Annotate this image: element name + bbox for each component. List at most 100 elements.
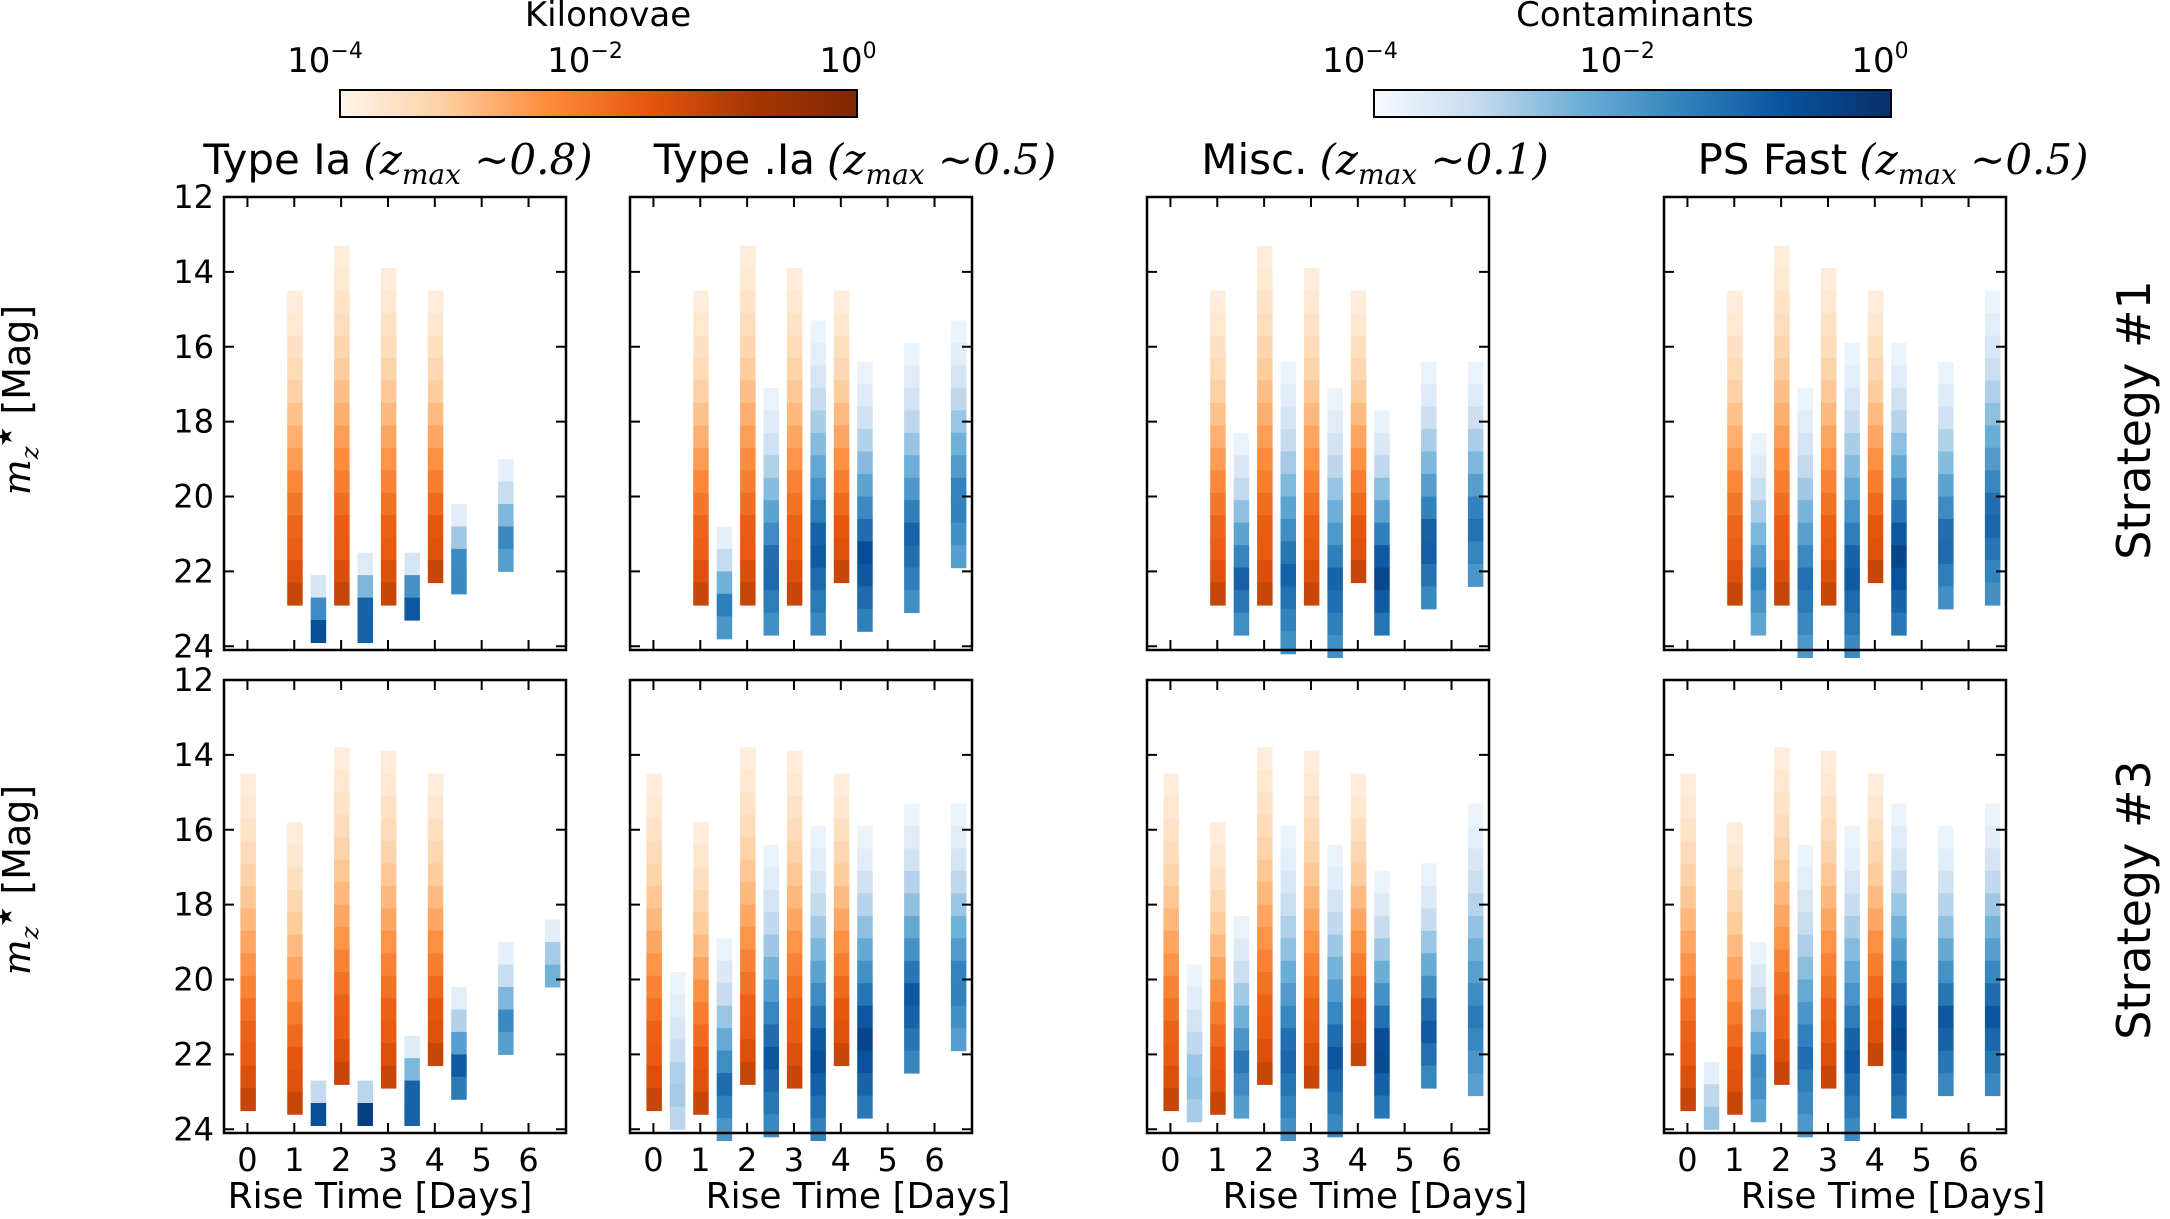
ct-bin-p7-c1-b2 <box>1750 987 1767 1010</box>
ct-bin-p7-c3-b0 <box>1844 826 1860 849</box>
ct-bin-p7-c2-b7 <box>1797 1002 1813 1025</box>
kn-bin-p1-c2-b3 <box>786 335 803 359</box>
kn-bin-p7-c0-b3 <box>1680 841 1696 864</box>
xtick-label-6-4: 4 <box>1348 1141 1368 1179</box>
kn-bin-p4-c4-b6 <box>427 908 444 932</box>
kn-bin-p7-c4-b10 <box>1867 998 1884 1022</box>
panel-r1-c2 <box>628 195 974 652</box>
kn-bin-p7-c2-b10 <box>1774 972 1790 995</box>
ct-bin-p1-c3-b2 <box>857 406 873 430</box>
kn-bin-p6-c3-b7 <box>1303 908 1320 932</box>
ct-bin-p5-c3-b1 <box>810 848 826 872</box>
panel-title-type-ia: Type Ia (zmax ~0.8) <box>202 135 592 191</box>
kn-bin-p6-c1-b9 <box>1210 1024 1226 1048</box>
kn-bin-p7-c0-b14 <box>1680 1088 1696 1112</box>
ct-bin-p6-c1-b0 <box>1233 915 1250 939</box>
kn-bin-p5-c0-b14 <box>646 1088 662 1112</box>
ct-bin-p2-c3-b0 <box>1374 410 1390 434</box>
ct-bin-p1-c3-b11 <box>857 608 873 632</box>
kn-bin-p3-c1-b5 <box>1774 358 1790 381</box>
ct-bin-p7-c6-b6 <box>1984 938 2001 962</box>
kn-bin-p1-c1-b7 <box>740 402 756 426</box>
kn-bin-p3-c2-b10 <box>1820 492 1837 516</box>
kn-bin-p4-c2-b5 <box>334 859 350 883</box>
kn-bin-p3-c1-b11 <box>1774 492 1790 516</box>
kn-bin-p1-c1-b9 <box>740 447 756 471</box>
ct-bin-p5-c6-b5 <box>950 915 967 939</box>
ct-bin-p2-c3-b9 <box>1374 612 1390 636</box>
ct-bin-p5-c2-b10 <box>763 1069 779 1093</box>
kn-bin-p5-c2-b0 <box>740 747 756 771</box>
ct-bin-p1-c2-b4 <box>810 410 826 434</box>
ytick-label-0-0: 12 <box>173 178 214 216</box>
kn-bin-p2-c1-b15 <box>1257 582 1273 606</box>
ct-bin-p2-c0-b1 <box>1233 455 1250 479</box>
kn-bin-p7-c1-b4 <box>1727 912 1743 936</box>
kn-bin-p4-c4-b12 <box>427 1043 444 1067</box>
kn-bin-p7-c1-b8 <box>1727 1002 1743 1025</box>
kn-bin-p0-c2-b4 <box>380 358 397 381</box>
kn-bin-p5-c3-b14 <box>786 1065 803 1089</box>
kn-bin-p6-c4-b0 <box>1350 773 1367 797</box>
ct-bin-p1-c0-b0 <box>716 526 733 550</box>
ct-bin-p5-c5-b7 <box>904 960 920 984</box>
xtick-label-6-6: 6 <box>1441 1141 1461 1179</box>
ct-bin-p6-c5-b8 <box>1421 1043 1437 1067</box>
kn-bin-p5-c4-b5 <box>833 885 850 909</box>
kn-bin-p6-c4-b5 <box>1350 885 1367 909</box>
ct-bin-p6-c6-b7 <box>1467 960 1484 984</box>
ct-bin-p6-c4-b8 <box>1374 1050 1390 1074</box>
ct-bin-p5-c6-b2 <box>950 848 967 872</box>
ct-bin-p7-c6-b2 <box>1984 848 2001 872</box>
kn-bin-p5-c3-b4 <box>786 841 803 864</box>
kn-bin-p1-c1-b15 <box>740 582 756 606</box>
cb-kn-tick-1: 10−2 <box>547 39 623 81</box>
ct-bin-p2-c4-b6 <box>1421 496 1437 520</box>
ct-bin-p3-c5-b5 <box>1984 402 2001 426</box>
kn-bin-p3-c2-b11 <box>1820 515 1837 539</box>
kn-bin-p6-c3-b0 <box>1303 751 1320 775</box>
ct-bin-p1-c2-b11 <box>810 567 826 591</box>
ct-bin-p6-c0-b3 <box>1186 1031 1203 1055</box>
ct-bin-p6-c3-b12 <box>1327 1114 1343 1138</box>
ct-bin-p3-c5-b2 <box>1984 335 2001 359</box>
ct-bin-p3-c3-b3 <box>1891 410 1907 434</box>
kn-bin-p4-c2-b1 <box>334 769 350 793</box>
kn-bin-p5-c4-b4 <box>833 863 850 887</box>
kn-bin-p5-c0-b13 <box>646 1065 662 1089</box>
panel-titles: Type Ia (zmax ~0.8) Type .Ia (zmax ~0.5) M… <box>202 135 2088 191</box>
ct-bin-p6-c2-b9 <box>1280 1028 1296 1052</box>
kn-bin-p5-c0-b7 <box>646 930 662 954</box>
kn-bin-p7-c1-b7 <box>1727 979 1743 1003</box>
colorbar-kilonovae-ticklabels: 10−4 10−2 100 <box>287 39 876 81</box>
kn-bin-p7-c1-b12 <box>1727 1091 1743 1115</box>
ct-bin-p3-c2-b9 <box>1844 545 1860 569</box>
ct-bin-p7-c4-b0 <box>1891 803 1907 827</box>
kn-bin-p1-c3-b12 <box>833 560 850 584</box>
kn-bin-p1-c0-b13 <box>693 582 709 606</box>
ct-bin-p6-c3-b4 <box>1327 934 1343 958</box>
kn-bin-p6-c0-b3 <box>1163 841 1179 864</box>
kn-bin-p6-c1-b5 <box>1210 934 1226 958</box>
ct-bin-p3-c3-b0 <box>1891 343 1907 366</box>
kn-bin-p7-c0-b12 <box>1680 1043 1696 1067</box>
kn-bin-p6-c0-b12 <box>1163 1043 1179 1067</box>
ylabel-row-1: mz★ [Mag] <box>0 305 44 495</box>
kn-bin-p0-c2-b9 <box>380 470 397 494</box>
kn-bin-p3-c1-b1 <box>1774 268 1790 292</box>
ct-bin-p5-c6-b4 <box>950 893 967 917</box>
kn-bin-p4-c3-b14 <box>380 1065 397 1089</box>
kn-bin-p5-c4-b0 <box>833 773 850 797</box>
kn-bin-p3-c2-b8 <box>1820 447 1837 471</box>
ct-bin-p6-c2-b6 <box>1280 960 1296 984</box>
ct-bin-p2-c3-b5 <box>1374 522 1390 546</box>
ct-bin-p7-c5-b0 <box>1938 826 1954 849</box>
ct-bin-p0-c2-b0 <box>404 552 420 576</box>
ct-bin-p4-c0-b0 <box>310 1080 327 1104</box>
kn-bin-p3-c3-b7 <box>1867 447 1884 471</box>
kn-bin-p4-c3-b8 <box>380 930 397 954</box>
kn-bin-p2-c3-b3 <box>1350 358 1367 381</box>
kn-bin-p3-c3-b6 <box>1867 425 1884 449</box>
ct-bin-p1-c5-b10 <box>950 545 967 569</box>
ct-bin-p2-c2-b7 <box>1327 545 1343 569</box>
